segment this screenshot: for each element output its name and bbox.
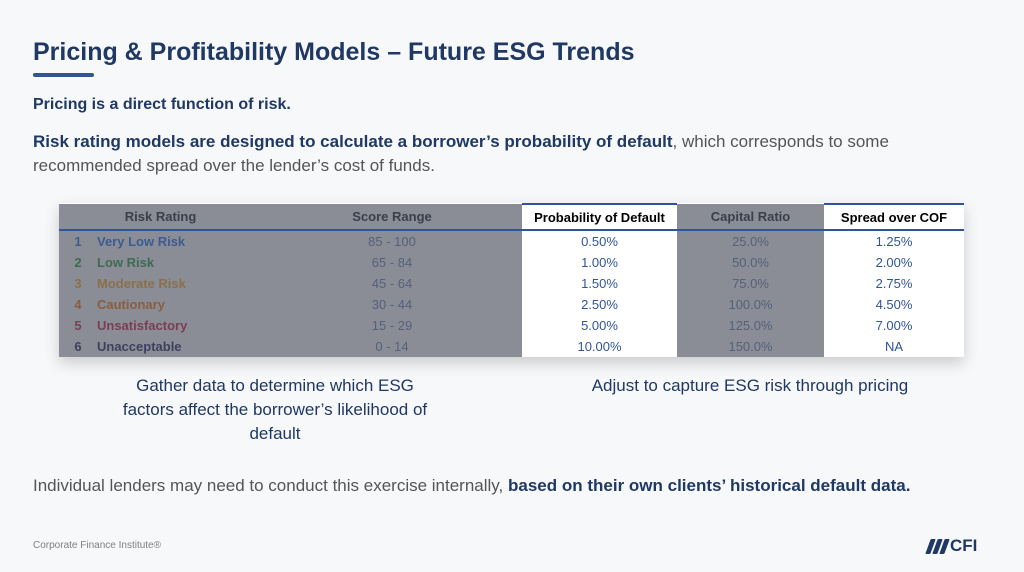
- table-row: 5 Unsatisfactory 15 - 29 5.00% 125.0% 7.…: [59, 315, 965, 336]
- intro-paragraph-rest: , which corresponds to some recommended …: [33, 132, 889, 175]
- score-range: 85 - 100: [262, 230, 523, 252]
- bottom-statement-bold: based on their own clients’ historical d…: [508, 476, 911, 495]
- risk-name: Unacceptable: [97, 336, 263, 357]
- row-number: 6: [59, 336, 97, 357]
- header-spread-over-cof: Spread over COF: [824, 203, 965, 231]
- probability-of-default: 10.00%: [522, 336, 678, 357]
- cfi-logo-icon: [925, 538, 950, 554]
- score-range: 15 - 29: [262, 315, 523, 336]
- footer-credit: Corporate Finance Institute®: [33, 540, 161, 551]
- left-caption: Gather data to determine which ESG facto…: [122, 376, 428, 443]
- slide-title: Pricing & Profitability Models – Future …: [33, 38, 635, 66]
- spread-over-cof: 4.50%: [824, 294, 965, 315]
- risk-name: Very Low Risk: [97, 230, 263, 252]
- intro-paragraph-bold: Risk rating models are designed to calcu…: [33, 132, 673, 151]
- spread-over-cof: NA: [824, 336, 965, 357]
- table-row: 6 Unacceptable 0 - 14 10.00% 150.0% NA: [59, 336, 965, 357]
- risk-rating-table: Risk Rating Score Range Probability of D…: [59, 203, 965, 357]
- row-number: 4: [59, 294, 97, 315]
- row-number: 3: [59, 273, 97, 294]
- probability-of-default: 2.50%: [522, 294, 678, 315]
- row-number: 1: [59, 230, 97, 252]
- spread-over-cof: 2.75%: [824, 273, 965, 294]
- capital-ratio: 25.0%: [677, 230, 825, 252]
- probability-of-default: 0.50%: [522, 230, 678, 252]
- cfi-logo-text: CFI: [950, 536, 978, 555]
- risk-name: Moderate Risk: [97, 273, 263, 294]
- score-range: 30 - 44: [262, 294, 523, 315]
- spread-over-cof: 2.00%: [824, 252, 965, 273]
- row-number: 2: [59, 252, 97, 273]
- score-range: 65 - 84: [262, 252, 523, 273]
- row-number: 5: [59, 315, 97, 336]
- spread-over-cof: 1.25%: [824, 230, 965, 252]
- capital-ratio: 100.0%: [677, 294, 825, 315]
- risk-name: Unsatisfactory: [97, 315, 263, 336]
- score-range: 0 - 14: [262, 336, 523, 357]
- cfi-logo: CFI: [925, 536, 978, 556]
- capital-ratio: 75.0%: [677, 273, 825, 294]
- intro-paragraph: Risk rating models are designed to calcu…: [33, 130, 983, 178]
- bottom-statement-plain: Individual lenders may need to conduct t…: [33, 476, 508, 495]
- right-caption: Adjust to capture ESG risk through prici…: [591, 376, 909, 395]
- risk-name: Low Risk: [97, 252, 263, 273]
- capital-ratio: 150.0%: [677, 336, 825, 357]
- bottom-statement: Individual lenders may need to conduct t…: [33, 474, 1013, 498]
- capital-ratio: 50.0%: [677, 252, 825, 273]
- capital-ratio: 125.0%: [677, 315, 825, 336]
- spread-over-cof: 7.00%: [824, 315, 965, 336]
- subheading: Pricing is a direct function of risk.: [33, 96, 291, 113]
- probability-of-default: 1.00%: [522, 252, 678, 273]
- table-header-row: Risk Rating Score Range Probability of D…: [59, 203, 965, 231]
- table-row: 1 Very Low Risk 85 - 100 0.50% 25.0% 1.2…: [59, 230, 965, 252]
- risk-name: Cautionary: [97, 294, 263, 315]
- header-score-range: Score Range: [262, 204, 523, 231]
- table-row: 3 Moderate Risk 45 - 64 1.50% 75.0% 2.75…: [59, 273, 965, 294]
- probability-of-default: 5.00%: [522, 315, 678, 336]
- score-range: 45 - 64: [262, 273, 523, 294]
- table-row: 2 Low Risk 65 - 84 1.00% 50.0% 2.00%: [59, 252, 965, 273]
- probability-of-default: 1.50%: [522, 273, 678, 294]
- title-underline: [33, 73, 94, 77]
- header-capital-ratio: Capital Ratio: [677, 204, 825, 231]
- header-probability-of-default: Probability of Default: [522, 203, 678, 231]
- table-row: 4 Cautionary 30 - 44 2.50% 100.0% 4.50%: [59, 294, 965, 315]
- header-risk-rating: Risk Rating: [59, 204, 263, 231]
